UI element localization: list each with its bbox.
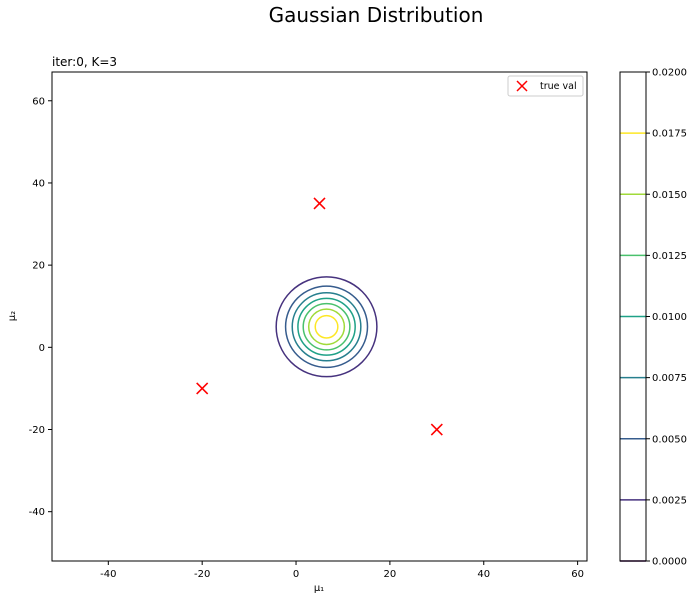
colorbar-tick: 0.0150: [646, 190, 687, 201]
chart-title: iter:0, K=3: [52, 55, 117, 69]
y-tick: 20: [32, 261, 52, 272]
colorbar-tick: 0.0000: [646, 557, 687, 568]
x-tick-label: 60: [571, 569, 584, 580]
y-tick-label: 20: [32, 261, 45, 272]
contour-lines: [275, 276, 378, 378]
colorbar-tick-label: 0.0025: [652, 495, 687, 506]
colorbar: 0.0000 0.0025 0.0050 0.0075 0.0100 0.0125 0.01…: [619, 68, 687, 568]
legend-label: true val: [540, 81, 577, 92]
colorbar-tick-label: 0.0000: [652, 557, 687, 568]
y-tick-label: -40: [29, 507, 45, 518]
colorbar-tick: 0.0100: [646, 312, 687, 323]
true-val-point: [196, 382, 209, 395]
contour-line: [297, 297, 356, 356]
x-tick: 0: [293, 561, 299, 580]
colorbar-ticks: 0.0000 0.0025 0.0050 0.0075 0.0100 0.0125 0.01…: [646, 68, 687, 568]
y-tick: 40: [32, 178, 52, 189]
y-axis-ticks: -40 -20 0 20 40 60: [29, 96, 52, 518]
y-tick: 60: [32, 96, 52, 107]
colorbar-tick-label: 0.0075: [652, 373, 687, 384]
x-tick: 40: [477, 561, 490, 580]
x-tick-label: 0: [293, 569, 299, 580]
x-axis-label: μ₁: [314, 583, 324, 594]
colorbar-tick-label: 0.0200: [652, 68, 687, 79]
figure-suptitle: Gaussian Distribution: [269, 3, 484, 27]
colorbar-tick: 0.0125: [646, 251, 687, 262]
colorbar-tick: 0.0050: [646, 434, 687, 445]
plot-area: -40 -20 0 20 40 60 -40 -20 0 20 40 60: [29, 71, 588, 580]
contour-line: [284, 285, 369, 369]
colorbar-tick: 0.0025: [646, 495, 687, 506]
y-tick: -20: [29, 425, 52, 436]
y-tick: -40: [29, 507, 52, 518]
x-tick: -20: [194, 561, 210, 580]
y-axis-label: μ₂: [7, 311, 18, 321]
colorbar-level-lines: [620, 132, 646, 562]
true-val-point: [430, 423, 443, 436]
contour-line: [302, 302, 351, 351]
legend-x-marker-icon: [516, 80, 528, 92]
true-val-point: [313, 197, 326, 210]
contour-line: [291, 292, 362, 362]
colorbar-tick-label: 0.0125: [652, 251, 687, 262]
colorbar-tick-label: 0.0100: [652, 312, 687, 323]
x-tick-label: -20: [194, 569, 210, 580]
x-axis-ticks: -40 -20 0 20 40 60: [100, 561, 584, 580]
contour-line: [314, 314, 339, 339]
x-tick: 20: [384, 561, 397, 580]
x-tick-label: 20: [384, 569, 397, 580]
axes-frame: [51, 71, 588, 562]
y-tick-label: -20: [29, 425, 45, 436]
contour-line: [307, 308, 346, 346]
x-tick: -40: [100, 561, 116, 580]
contour-line: [275, 276, 378, 378]
colorbar-tick-label: 0.0050: [652, 434, 687, 445]
y-tick-label: 0: [39, 343, 45, 354]
colorbar-tick-label: 0.0175: [652, 129, 687, 140]
colorbar-tick: 0.0200: [646, 68, 687, 79]
colorbar-tick-label: 0.0150: [652, 190, 687, 201]
x-tick: 60: [571, 561, 584, 580]
y-tick: 0: [39, 343, 52, 354]
y-tick-label: 40: [32, 178, 45, 189]
x-tick-label: -40: [100, 569, 116, 580]
y-tick-label: 60: [32, 96, 45, 107]
true-val-markers: [196, 197, 443, 436]
legend: true val: [507, 75, 584, 97]
x-tick-label: 40: [477, 569, 490, 580]
colorbar-tick: 0.0075: [646, 373, 687, 384]
colorbar-tick: 0.0175: [646, 129, 687, 140]
